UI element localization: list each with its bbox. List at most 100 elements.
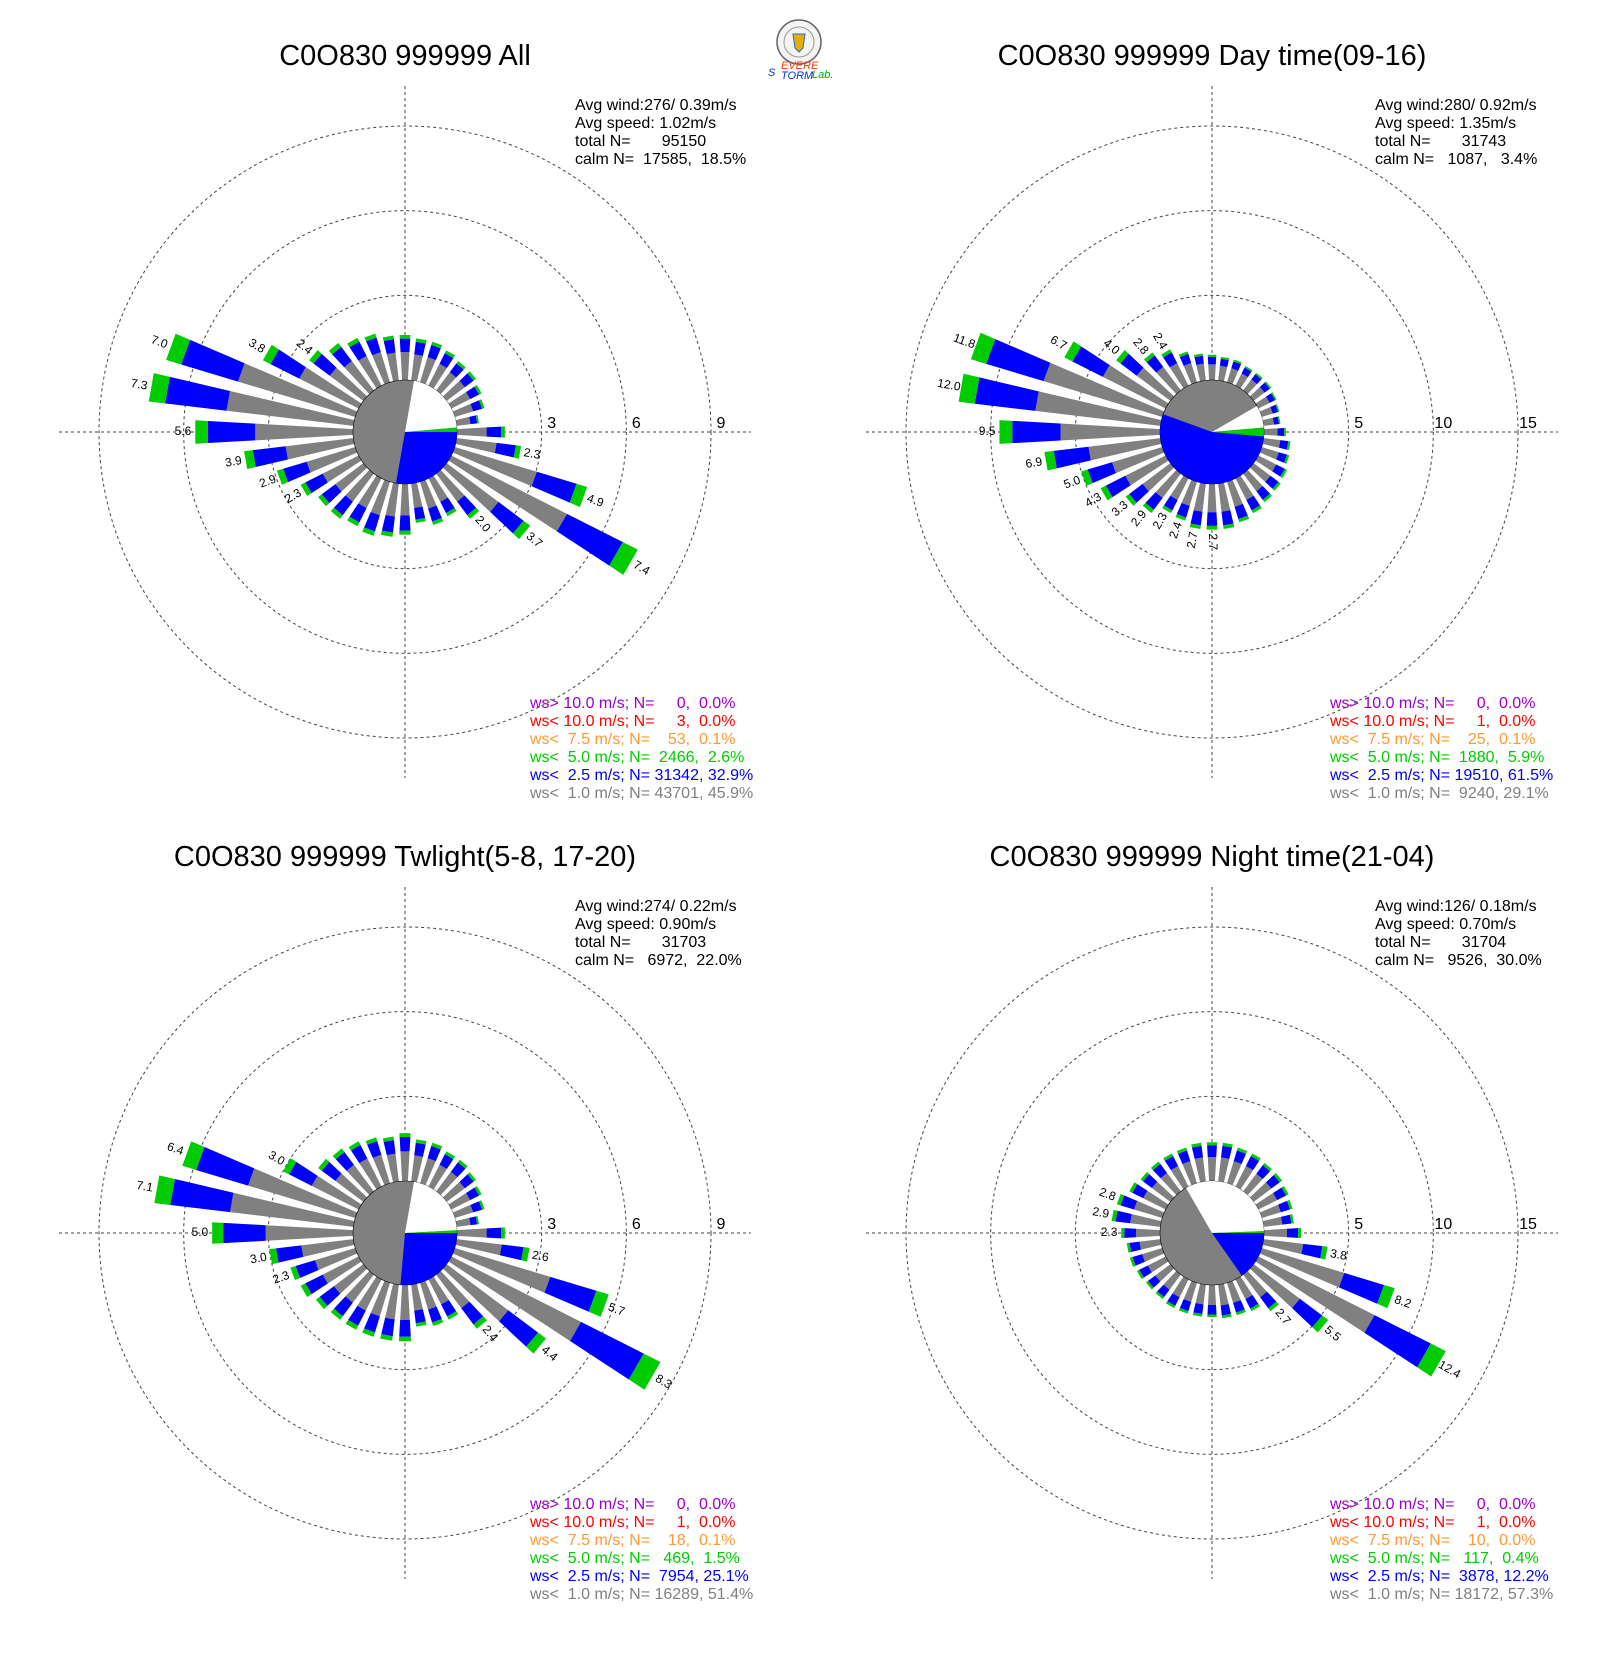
bar-segment-lt5 [1236, 1309, 1246, 1316]
bar-segment-lt5 [244, 450, 256, 470]
bar-segment-lt5 [475, 1215, 480, 1225]
bar-value-label: 5.5 [1322, 1323, 1344, 1345]
bar-segment-lt1 [1255, 455, 1277, 472]
bar-segment-lt5 [1126, 1242, 1132, 1253]
bar-segment-lt1 [442, 463, 499, 512]
bar-segment-lt5 [328, 342, 342, 355]
bar-segment-lt5 [1284, 427, 1286, 437]
info-line: Avg wind:280/ 0.92m/s [1375, 97, 1537, 114]
bar-segment-lt1 [1249, 387, 1265, 401]
legend-entry: ws< 10.0 m/s; N= 1, 0.0% [529, 1514, 735, 1531]
grid-ring [905, 125, 1519, 739]
bar-segment-lt5 [1220, 356, 1230, 361]
bar-segment-lt2-5 [1265, 475, 1279, 489]
bar-segment-lt5 [1163, 1153, 1174, 1161]
ring-label: 10 [1434, 415, 1452, 432]
bar-segment-lt5 [1280, 468, 1288, 479]
grid-ring [98, 125, 712, 739]
bar-segment-lt1 [285, 438, 355, 460]
bar-segment-lt5 [1250, 1153, 1261, 1161]
bar-segment-lt1 [329, 367, 368, 401]
bar-value-label: 7.1 [135, 1178, 154, 1195]
bar-segment-lt1 [358, 355, 382, 389]
bar-segment-lt5 [479, 399, 485, 409]
bar-value-label: 2.6 [531, 1248, 550, 1265]
bar-value-label: 2.8 [1130, 335, 1152, 357]
bar-segment-lt2-5 [441, 1299, 457, 1317]
bar-segment-lt2-5 [1270, 404, 1279, 414]
bar-segment-lt1 [1102, 365, 1169, 409]
bar-segment-lt2-5 [1260, 1291, 1277, 1309]
bar-segment-lt2-5 [1251, 374, 1262, 385]
bar-segment-lt5 [212, 1222, 224, 1244]
bar-value-label: 3.9 [224, 453, 243, 470]
bar-segment-lt1 [1151, 1181, 1175, 1202]
bar-segment-lt2-5 [1256, 485, 1270, 500]
bar-segment-lt5 [1287, 1199, 1293, 1210]
bar-segment-lt2-5 [499, 1244, 524, 1261]
bar-segment-lt1 [1142, 463, 1175, 492]
bar-segment-lt2-5 [1152, 1163, 1168, 1179]
bar-segment-lt2-5 [1265, 1175, 1280, 1189]
bar-segment-lt1 [1259, 1248, 1345, 1288]
legend-entry: ws< 5.0 m/s; N= 2466, 2.6% [529, 749, 744, 766]
bar-segment-lt2-5 [1233, 1150, 1246, 1164]
bar-segment-lt2-5 [1012, 420, 1061, 444]
bar-segment-lt2-5 [470, 400, 483, 412]
calm-slice-blue [395, 432, 457, 484]
legend-entry: ws< 5.0 m/s; N= 117, 0.4% [1329, 1550, 1539, 1567]
bar-segment-lt5 [1111, 1209, 1118, 1222]
bar-segment-lt2-5 [223, 1222, 266, 1244]
bar-segment-lt1 [448, 1256, 582, 1341]
legend-entry: ws< 2.5 m/s; N= 31342, 32.9% [529, 767, 753, 784]
bar-segment-lt5 [1129, 1257, 1136, 1267]
legend-entry: ws< 10.0 m/s; N= 1, 0.0% [1329, 1514, 1535, 1531]
calm-slice-blue [400, 1233, 457, 1285]
bar-segment-lt2-5 [367, 1140, 382, 1158]
bar-segment-lt5 [457, 1159, 468, 1169]
bar-value-label: 8.2 [1393, 1292, 1414, 1311]
bar-segment-lt1 [1249, 1264, 1300, 1309]
bar-segment-lt2-5 [1124, 1228, 1136, 1238]
bar-segment-lt5 [1142, 502, 1154, 513]
legend-entry: ws< 10.0 m/s; N= 3, 0.0% [529, 713, 735, 730]
bar-segment-lt1 [335, 463, 368, 492]
bar-segment-lt1 [400, 1284, 410, 1320]
bar-value-label: 12.4 [1436, 1357, 1464, 1381]
bar-value-label: 2.9 [1128, 507, 1150, 529]
bar-segment-lt2-5 [1207, 1304, 1217, 1315]
bar-segment-lt2-5 [399, 515, 411, 531]
bar-segment-lt5 [398, 1336, 412, 1342]
grid-ring [905, 926, 1519, 1540]
bar-segment-lt5 [1244, 365, 1253, 372]
legend-entry: ws< 2.5 m/s; N= 7954, 25.1% [529, 1568, 749, 1585]
bar-segment-lt1 [265, 1225, 354, 1241]
bar-segment-lt2-5 [350, 1144, 368, 1164]
seal-inner-ring [783, 26, 815, 58]
bar-segment-lt1 [386, 352, 399, 382]
bar-segment-lt5 [999, 420, 1013, 444]
bar-segment-lt1 [420, 357, 436, 385]
bar-segment-lt5 [148, 373, 170, 404]
bar-segment-lt5 [347, 337, 360, 348]
info-line: total N= 31743 [1375, 133, 1506, 150]
bar-segment-lt5 [1193, 353, 1203, 358]
bar-segment-lt1 [442, 1181, 465, 1202]
calm-slice-white [405, 1181, 457, 1233]
bar-segment-lt2-5 [1163, 352, 1178, 368]
severe-storm-lab-logo: S EVERE TORM Lab. [768, 19, 833, 82]
bar-segment-lt1 [237, 363, 358, 417]
bar-segment-lt5 [399, 334, 411, 339]
ring-label: 5 [1354, 1216, 1363, 1233]
bar-segment-lt1 [1243, 379, 1257, 395]
bar-value-label: 2.7 [1184, 530, 1201, 549]
calm-slice-blue [1160, 414, 1264, 484]
bar-value-label: 7.0 [149, 332, 170, 351]
bar-value-label: 5.0 [1062, 473, 1083, 492]
bar-segment-lt5 [1312, 1315, 1329, 1333]
bar-segment-lt1 [372, 352, 390, 385]
bar-segment-lt2-5 [414, 1309, 426, 1324]
bar-segment-lt1 [1182, 1161, 1197, 1186]
bar-segment-lt1 [1262, 417, 1275, 426]
